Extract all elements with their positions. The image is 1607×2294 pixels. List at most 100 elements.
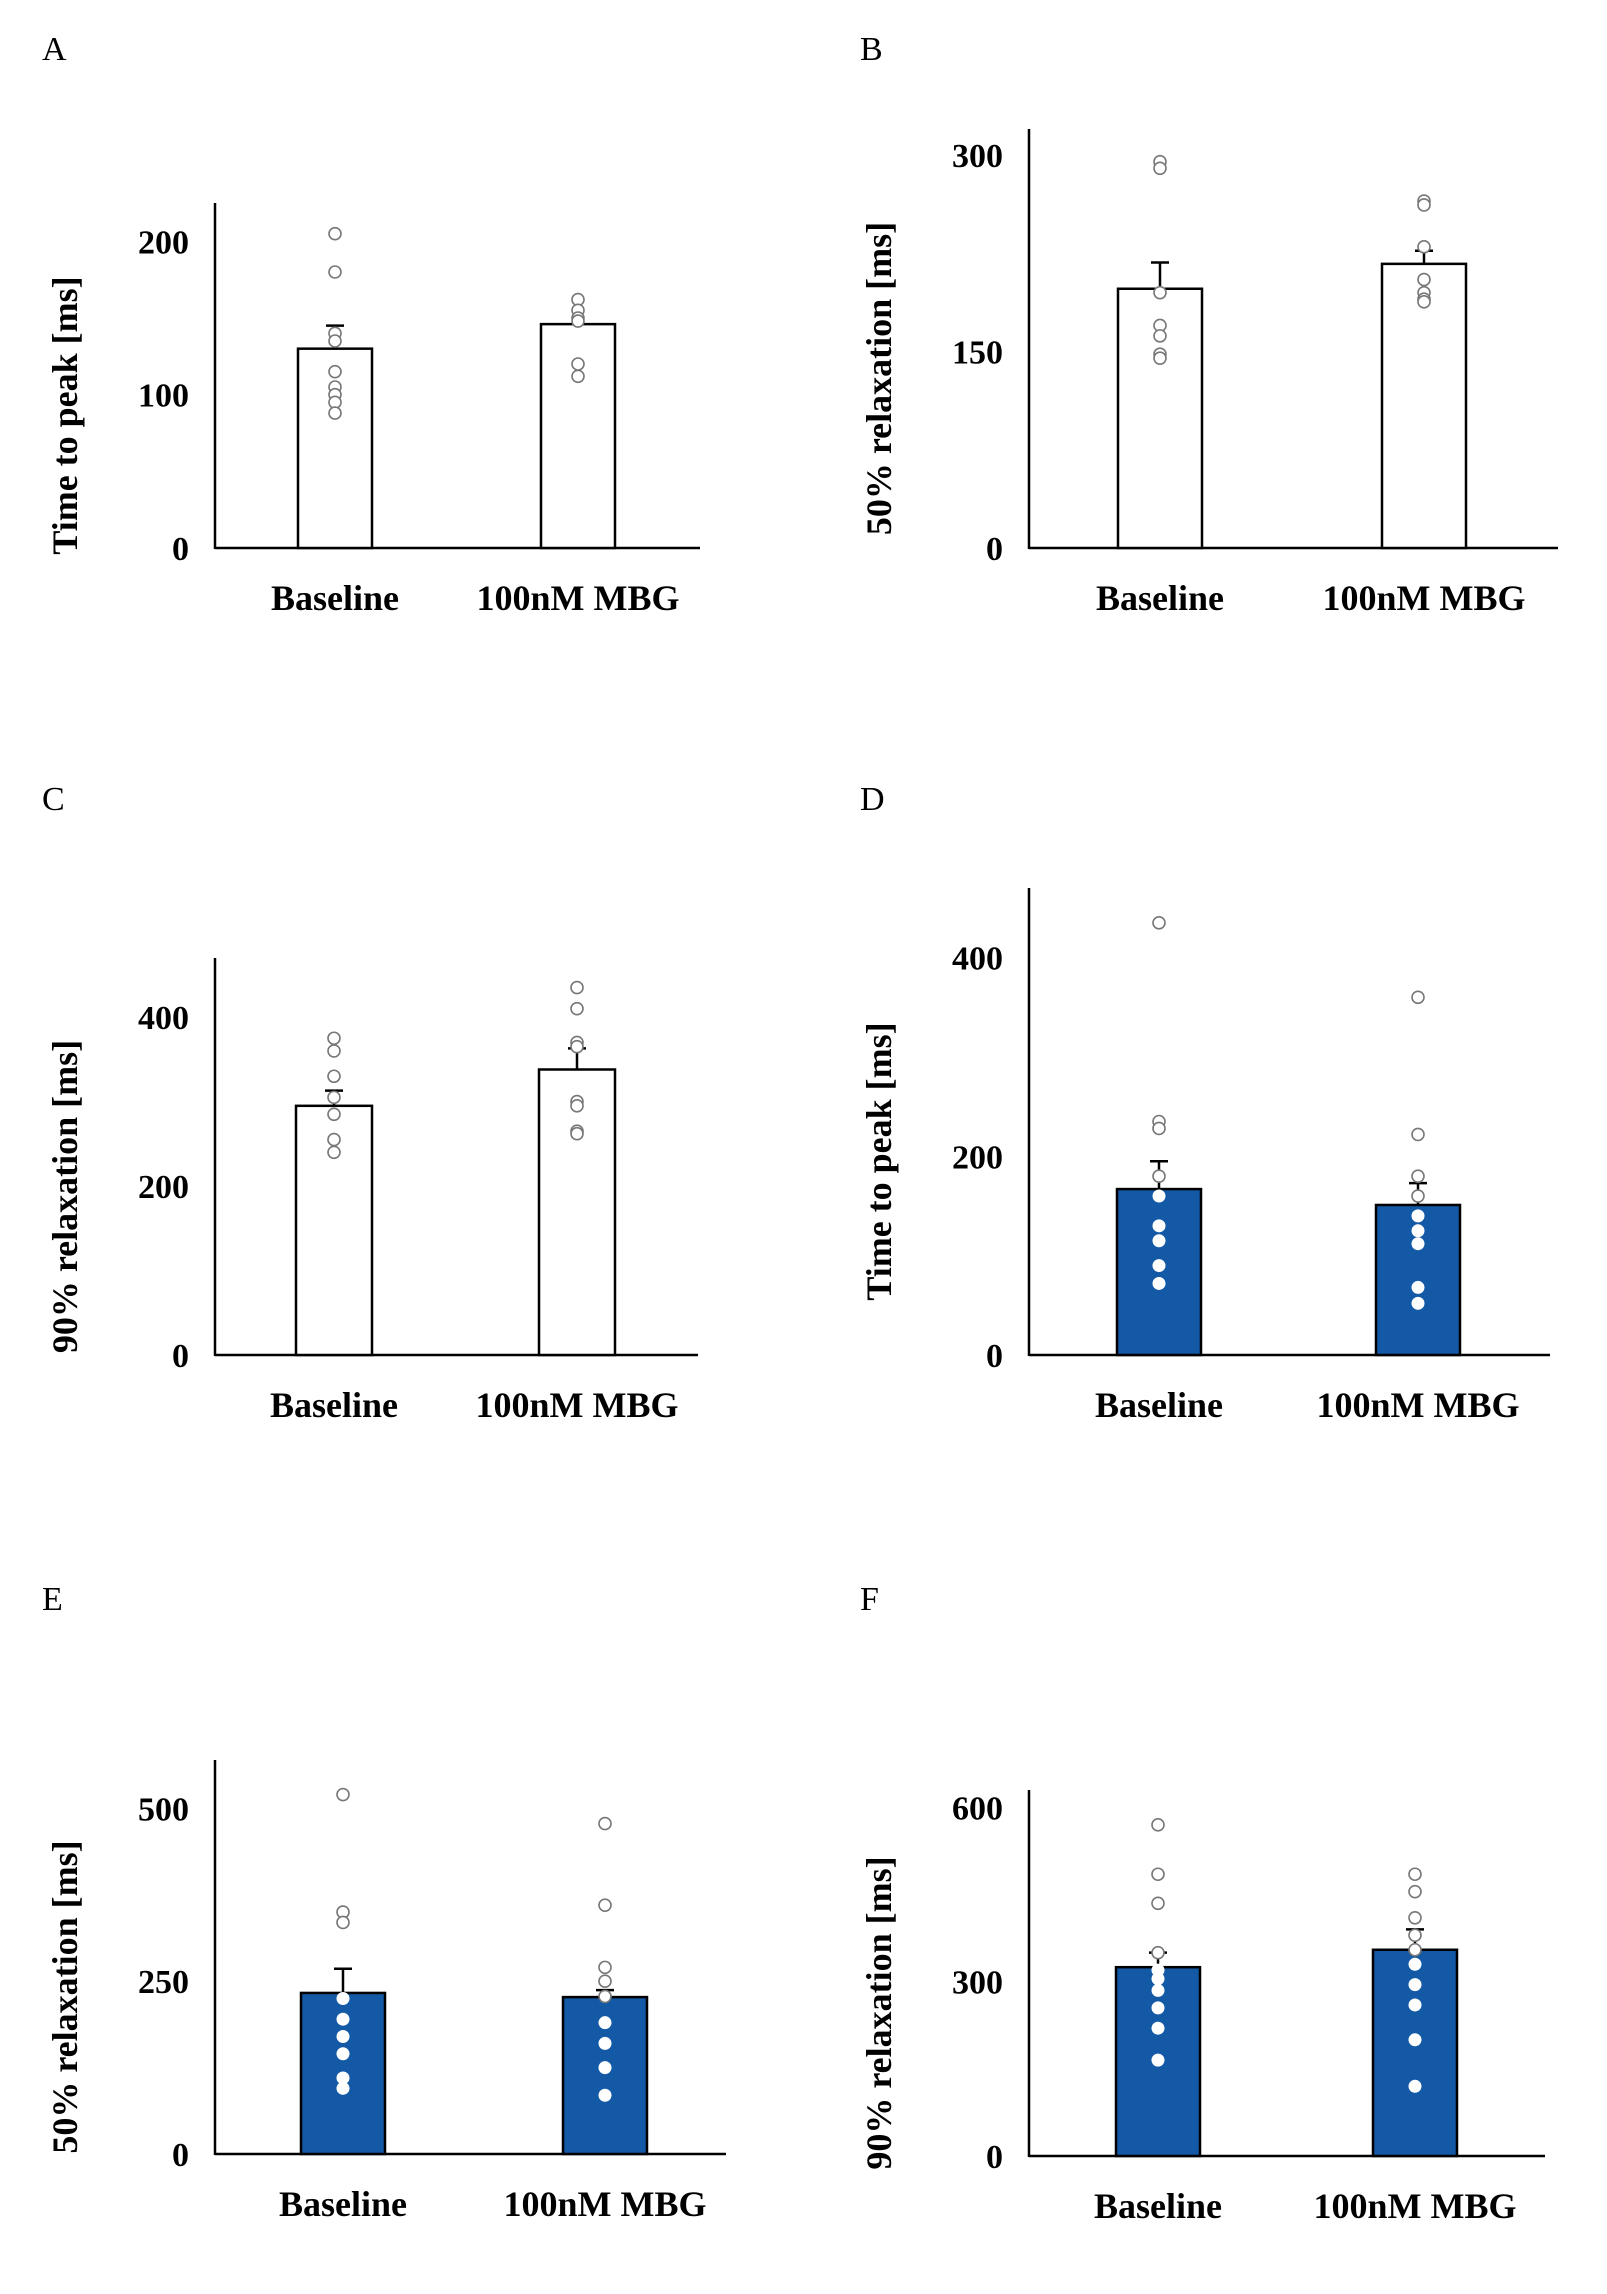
data-point (328, 265, 342, 279)
data-point (1411, 1237, 1425, 1251)
data-point (1151, 2001, 1165, 2015)
panel-e-plot: 0 250 500 50% relaxation [ms] Baseline 100nM … (45, 1760, 726, 2224)
data-point (327, 1031, 341, 1046)
y-axis-title-d: Time to peak [ms] (859, 1022, 899, 1300)
data-point (1411, 1169, 1425, 1183)
panel-d: D 0 200 400 Time to peak [ms] Baseline 100nM … (859, 781, 1550, 1425)
data-point (1411, 1209, 1425, 1223)
data-point (1151, 1972, 1165, 1986)
data-point (1417, 272, 1431, 287)
data-point (1408, 1978, 1422, 1992)
panel-d-plot: 0 200 400 Time to peak [ms] Baseline 100nM MB… (859, 888, 1550, 1425)
error-bar (334, 1967, 352, 1993)
data-point (1408, 1957, 1422, 1971)
y-axis-title-c: 90% relaxation [ms] (45, 1040, 85, 1353)
data-point (1408, 1998, 1422, 2012)
data-point (1408, 1928, 1422, 1943)
data-point (1152, 1189, 1166, 1203)
panel-label-e: E (42, 1581, 63, 1618)
data-point (1408, 1884, 1422, 1899)
data-point (1411, 1280, 1425, 1294)
data-point (1408, 2079, 1422, 2093)
data-point (1151, 2053, 1165, 2067)
data-point (1151, 1983, 1165, 1997)
panel-e: E 0 250 500 50% relaxation [ms] Baseline 100n… (42, 1581, 726, 2224)
panel-b: B 0 150 300 50% relaxation [ms] Baseline 100n… (859, 31, 1558, 618)
y-tick-label: 100 (138, 378, 189, 415)
data-point (327, 1044, 341, 1058)
data-point (336, 1991, 350, 2005)
data-point (570, 1001, 584, 1016)
y-tick-label: 0 (172, 531, 189, 568)
panel-c: C 0 200 400 90% relaxation [ms] Baseline 100n… (42, 781, 698, 1425)
panel-label-f: F (860, 1581, 879, 1618)
data-point (1152, 1234, 1166, 1248)
y-tick-label: 600 (952, 1790, 1003, 1827)
data-point (1152, 1276, 1166, 1290)
data-point (1151, 2021, 1165, 2035)
data-point (1152, 1169, 1166, 1183)
data-point (571, 369, 585, 384)
y-tick-label: 0 (986, 531, 1003, 568)
data-point (598, 2088, 612, 2102)
data-point (1408, 2033, 1422, 2047)
data-point (1411, 1127, 1425, 1142)
data-point (598, 1898, 612, 1912)
data-point (336, 1915, 350, 1930)
y-tick-label: 0 (172, 1338, 189, 1375)
x-category-label: Baseline (279, 2184, 407, 2224)
data-point (327, 1145, 341, 1160)
data-point (598, 2016, 612, 2030)
data-point (1151, 1818, 1165, 1832)
y-tick-label: 400 (138, 1000, 189, 1037)
panel-label-b: B (860, 31, 883, 68)
x-category-label: Baseline (1095, 1385, 1223, 1425)
data-point (570, 980, 584, 995)
data-point (1153, 285, 1167, 300)
x-category-label: 100nM MBG (476, 1385, 679, 1425)
data-point (1411, 1224, 1425, 1238)
x-category-label: 100nM MBG (1317, 1385, 1520, 1425)
data-point (336, 2029, 350, 2043)
y-tick-label: 200 (138, 224, 189, 261)
data-point (1417, 240, 1431, 254)
panel-label-c: C (42, 781, 65, 818)
y-tick-label: 400 (952, 941, 1003, 978)
panel-f-plot: 0 300 600 90% relaxation [ms] Baseline 100nM … (859, 1790, 1545, 2226)
data-point (598, 1960, 612, 1975)
bar (296, 347, 374, 550)
data-point (598, 1989, 612, 2004)
x-category-label: Baseline (1094, 2186, 1222, 2226)
data-point (1152, 1259, 1166, 1273)
data-point (328, 226, 342, 241)
y-tick-label: 200 (138, 1169, 189, 1206)
panel-label-d: D (860, 781, 885, 818)
x-category-label: 100nM MBG (504, 2184, 707, 2224)
data-point (1411, 1189, 1425, 1203)
data-point (327, 1107, 341, 1122)
data-point (336, 2047, 350, 2061)
data-point (1417, 295, 1431, 309)
data-point (570, 1039, 584, 1054)
data-point (327, 1090, 341, 1105)
y-tick-label: 0 (172, 2137, 189, 2174)
x-category-label: Baseline (1096, 578, 1224, 618)
data-point (1408, 1867, 1422, 1882)
data-point (570, 1099, 584, 1113)
data-point (328, 364, 342, 379)
data-point (327, 1069, 341, 1084)
bar (539, 322, 617, 550)
y-axis-title-b: 50% relaxation [ms] (859, 222, 899, 535)
panel-a: A 0 100 200 Time to peak [ms] Baseline 100nM … (42, 31, 700, 618)
x-category-label: 100nM MBG (1314, 2186, 1517, 2226)
data-point (1153, 329, 1167, 343)
data-point (570, 1126, 584, 1141)
x-category-label: 100nM MBG (477, 578, 680, 618)
bar (537, 1068, 617, 1357)
y-tick-label: 150 (952, 335, 1003, 372)
data-point (1411, 1296, 1425, 1310)
y-axis-title-a: Time to peak [ms] (45, 276, 85, 554)
panel-a-plot: 0 100 200 Time to peak [ms] Baseline 100nM MB… (45, 203, 700, 618)
data-point (336, 2081, 350, 2095)
y-tick-label: 250 (138, 1964, 189, 2001)
